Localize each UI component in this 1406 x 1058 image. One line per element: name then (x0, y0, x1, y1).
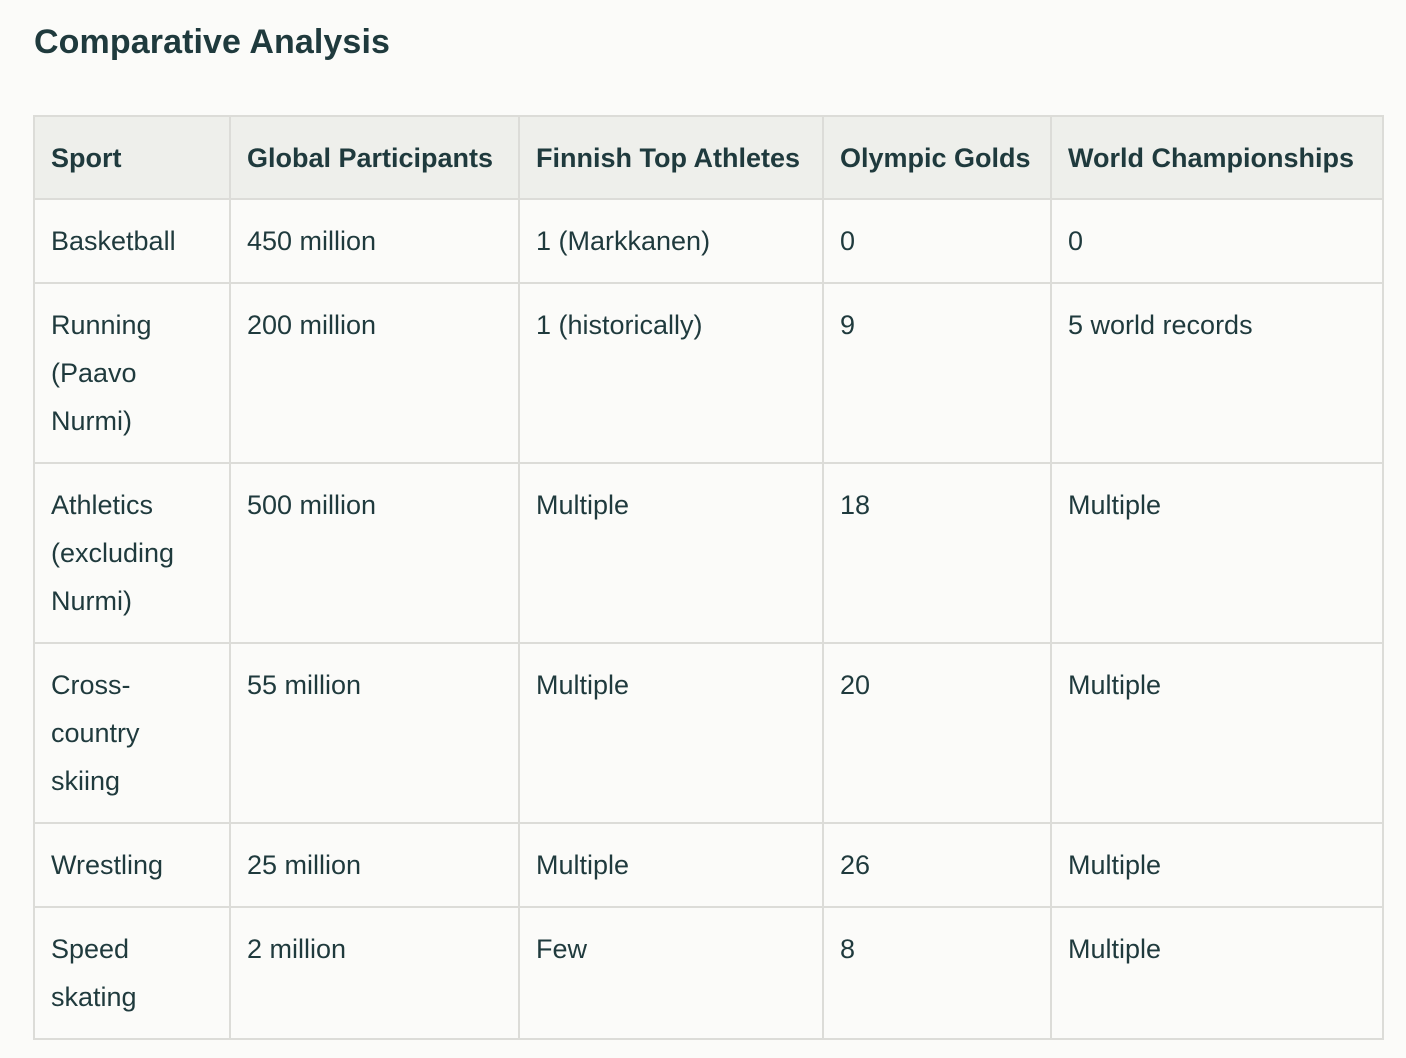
cell-sport: Cross-country skiing (33, 642, 231, 824)
cell-finnish-top-athletes: Multiple (518, 822, 824, 908)
cell-finnish-top-athletes: 1 (historically) (518, 282, 824, 464)
cell-olympic-golds: 0 (822, 198, 1052, 284)
cell-global-participants: 200 million (229, 282, 520, 464)
cell-olympic-golds: 18 (822, 462, 1052, 644)
table-row: Basketball 450 million 1 (Markkanen) 0 0 (33, 198, 1384, 284)
cell-finnish-top-athletes: Multiple (518, 462, 824, 644)
cell-olympic-golds: 9 (822, 282, 1052, 464)
cell-sport: Basketball (33, 198, 231, 284)
cell-olympic-golds: 20 (822, 642, 1052, 824)
cell-sport: Wrestling (33, 822, 231, 908)
cell-sport: Speed skating (33, 906, 231, 1040)
column-header-olympic-golds: Olympic Golds (822, 115, 1052, 200)
cell-sport: Athletics (excluding Nurmi) (33, 462, 231, 644)
column-header-world-championships: World Championships (1050, 115, 1384, 200)
comparison-table: Sport Global Participants Finnish Top At… (33, 115, 1384, 1040)
cell-world-championships: Multiple (1050, 906, 1384, 1040)
cell-global-participants: 500 million (229, 462, 520, 644)
cell-olympic-golds: 8 (822, 906, 1052, 1040)
cell-world-championships: Multiple (1050, 822, 1384, 908)
cell-finnish-top-athletes: Few (518, 906, 824, 1040)
table-row: Athletics (excluding Nurmi) 500 million … (33, 462, 1384, 644)
cell-sport: Running (Paavo Nurmi) (33, 282, 231, 464)
cell-world-championships: 0 (1050, 198, 1384, 284)
table-row: Speed skating 2 million Few 8 Multiple (33, 906, 1384, 1040)
cell-olympic-golds: 26 (822, 822, 1052, 908)
cell-finnish-top-athletes: Multiple (518, 642, 824, 824)
table-body: Basketball 450 million 1 (Markkanen) 0 0… (33, 198, 1384, 1040)
column-header-sport: Sport (33, 115, 231, 200)
column-header-global-participants: Global Participants (229, 115, 520, 200)
cell-global-participants: 2 million (229, 906, 520, 1040)
page-title: Comparative Analysis (34, 23, 390, 61)
table-header: Sport Global Participants Finnish Top At… (33, 115, 1384, 200)
cell-global-participants: 25 million (229, 822, 520, 908)
table-header-row: Sport Global Participants Finnish Top At… (33, 115, 1384, 200)
cell-finnish-top-athletes: 1 (Markkanen) (518, 198, 824, 284)
cell-world-championships: Multiple (1050, 642, 1384, 824)
cell-world-championships: 5 world records (1050, 282, 1384, 464)
table-row: Running (Paavo Nurmi) 200 million 1 (his… (33, 282, 1384, 464)
cell-world-championships: Multiple (1050, 462, 1384, 644)
column-header-finnish-top-athletes: Finnish Top Athletes (518, 115, 824, 200)
cell-global-participants: 450 million (229, 198, 520, 284)
table-row: Cross-country skiing 55 million Multiple… (33, 642, 1384, 824)
table-row: Wrestling 25 million Multiple 26 Multipl… (33, 822, 1384, 908)
cell-global-participants: 55 million (229, 642, 520, 824)
